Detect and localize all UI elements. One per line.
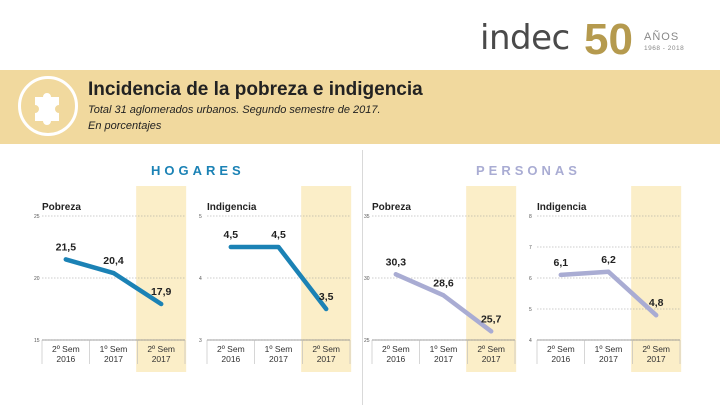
data-label: 6,2 <box>601 254 616 266</box>
section-title-hogares: HOGARES <box>151 163 245 178</box>
data-label: 6,1 <box>554 257 569 269</box>
y-tick-label: 5 <box>199 214 202 220</box>
highlight-band <box>631 186 682 372</box>
chart-title: Pobreza <box>372 202 411 213</box>
x-tick-label: 2017 <box>317 354 336 364</box>
data-point <box>489 329 494 334</box>
puzzle-icon <box>18 76 78 136</box>
y-tick-label: 20 <box>34 276 40 282</box>
data-point <box>606 269 611 274</box>
x-tick-label: 2º Sem <box>547 344 575 354</box>
y-tick-label: 4 <box>529 338 532 344</box>
chart-title: Indigencia <box>537 202 587 213</box>
x-tick-label: 2º Sem <box>382 344 410 354</box>
x-tick-label: 2º Sem <box>217 344 245 354</box>
highlight-band <box>301 186 352 372</box>
x-tick-label: 2017 <box>434 354 453 364</box>
data-point <box>654 313 659 318</box>
x-tick-label: 2017 <box>599 354 618 364</box>
x-tick-label: 2º Sem <box>477 344 505 354</box>
highlight-band <box>136 186 187 372</box>
y-tick-label: 5 <box>529 307 532 313</box>
data-label: 4,5 <box>224 229 239 241</box>
logo-number: 50 <box>584 15 633 62</box>
data-point <box>159 302 164 307</box>
x-tick-label: 2º Sem <box>642 344 670 354</box>
anniversary-emblem: 50 <box>584 15 633 62</box>
logo-years: 1968 - 2018 <box>644 45 685 52</box>
logo-brand: indec <box>480 18 570 58</box>
data-point <box>393 272 398 277</box>
x-tick-label: 2º Sem <box>52 344 80 354</box>
data-point <box>324 307 329 311</box>
data-point <box>111 271 116 276</box>
data-point <box>228 245 233 249</box>
y-tick-label: 35 <box>364 214 370 220</box>
x-tick-label: 2º Sem <box>147 344 175 354</box>
y-tick-label: 15 <box>34 338 40 344</box>
data-label: 3,5 <box>319 291 334 303</box>
x-tick-label: 1º Sem <box>265 344 293 354</box>
x-tick-label: 2017 <box>104 354 123 364</box>
x-tick-label: 2017 <box>269 354 288 364</box>
data-point <box>63 257 68 262</box>
x-tick-label: 2017 <box>152 354 171 364</box>
data-point <box>441 293 446 298</box>
chart-title: Pobreza <box>42 202 81 213</box>
data-label: 28,6 <box>433 277 454 289</box>
highlight-band <box>466 186 517 372</box>
data-label: 4,8 <box>649 297 664 309</box>
y-tick-label: 4 <box>199 276 202 282</box>
data-label: 4,5 <box>271 229 286 241</box>
section-divider <box>362 150 363 405</box>
y-tick-label: 6 <box>529 276 532 282</box>
data-label: 17,9 <box>151 286 172 298</box>
unit-note: En porcentajes <box>88 120 162 132</box>
y-tick-label: 25 <box>34 214 40 220</box>
page-subtitle: Total 31 aglomerados urbanos. Segundo se… <box>88 104 381 116</box>
data-label: 21,5 <box>56 241 77 253</box>
data-label: 20,4 <box>103 255 124 267</box>
x-tick-label: 2017 <box>482 354 501 364</box>
y-tick-label: 8 <box>529 214 532 220</box>
x-tick-label: 2016 <box>56 354 75 364</box>
x-tick-label: 2016 <box>221 354 240 364</box>
x-tick-label: 1º Sem <box>430 344 458 354</box>
x-tick-label: 2016 <box>551 354 570 364</box>
x-tick-label: 2017 <box>647 354 666 364</box>
data-point <box>558 272 563 277</box>
x-tick-label: 1º Sem <box>595 344 623 354</box>
section-title-personas: PERSONAS <box>476 163 581 178</box>
y-tick-label: 25 <box>364 338 370 344</box>
data-label: 30,3 <box>386 256 407 268</box>
data-point <box>276 245 281 249</box>
x-tick-label: 2º Sem <box>312 344 340 354</box>
x-tick-label: 2016 <box>386 354 405 364</box>
y-tick-label: 3 <box>199 338 202 344</box>
logo-anos: AÑOS <box>644 31 680 43</box>
y-tick-label: 7 <box>529 245 532 251</box>
header-banner: Incidencia de la pobreza e indigencia To… <box>0 70 720 144</box>
page-title: Incidencia de la pobreza e indigencia <box>88 79 423 100</box>
x-tick-label: 1º Sem <box>100 344 128 354</box>
data-label: 25,7 <box>481 313 502 325</box>
indec-logo: indec 50 AÑOS 1968 - 2018 <box>480 14 706 62</box>
chart-title: Indigencia <box>207 202 257 213</box>
y-tick-label: 30 <box>364 276 370 282</box>
